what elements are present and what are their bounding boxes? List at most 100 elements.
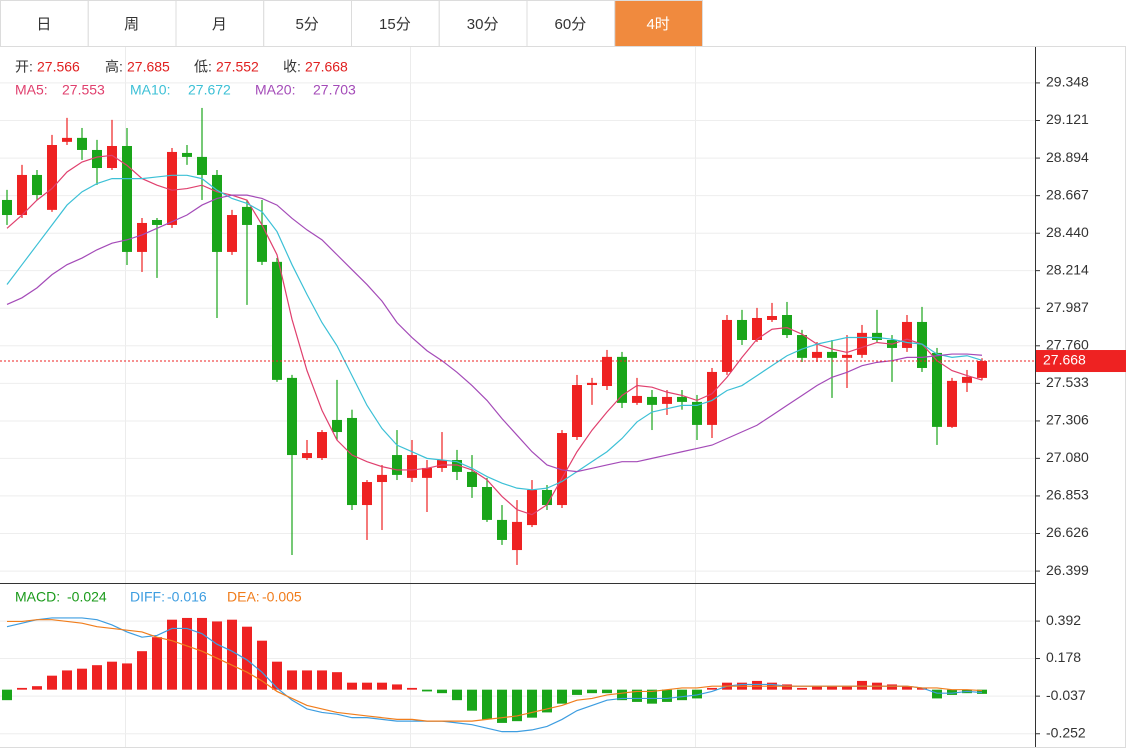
y-tick-label: 28.667 <box>1046 186 1089 202</box>
ma-legend-label: MA10: <box>130 82 170 98</box>
macd-bar <box>92 665 102 690</box>
candle-body <box>512 521 522 551</box>
macd-bar <box>122 663 132 690</box>
y-tick-label: 28.440 <box>1046 224 1089 240</box>
macd-bar <box>77 668 87 690</box>
y-tick-label: 0.178 <box>1046 649 1081 665</box>
candle-body <box>212 174 222 252</box>
tab[interactable] <box>263 0 352 47</box>
y-tick-label: 26.399 <box>1046 562 1089 578</box>
candle-body <box>407 455 417 478</box>
candle-body <box>122 145 132 252</box>
ma-legend-value: 27.553 <box>62 82 105 98</box>
candle-body <box>317 432 327 459</box>
candle-body <box>92 149 102 169</box>
candle-body <box>767 315 777 320</box>
candle-body <box>47 145 57 210</box>
y-tick-label: 0.392 <box>1046 612 1081 628</box>
macd-bar <box>827 686 837 690</box>
macd-bar <box>527 689 537 718</box>
macd-bar <box>932 689 942 699</box>
candle-body <box>947 380 957 427</box>
macd-bar <box>362 682 372 690</box>
tab[interactable] <box>526 0 616 47</box>
macd-bar <box>152 637 162 690</box>
macd-bar <box>587 689 597 694</box>
candle-body <box>872 332 882 340</box>
ohlc-label: 收: <box>283 59 301 75</box>
candle-body <box>542 489 552 506</box>
candle-body <box>377 474 387 483</box>
candle-body <box>557 433 567 506</box>
candle-body <box>737 319 747 340</box>
tab[interactable] <box>614 0 703 47</box>
macd-bar <box>212 621 222 690</box>
tab-label[interactable]: 日 <box>36 16 51 33</box>
macd-bar <box>812 686 822 690</box>
candle-body <box>332 419 342 433</box>
candle-body <box>842 354 852 358</box>
candle-body <box>572 385 582 438</box>
candle-body <box>32 174 42 195</box>
candle-body <box>137 222 147 252</box>
y-tick-label: 28.214 <box>1046 261 1089 277</box>
y-tick-label: 27.306 <box>1046 412 1089 428</box>
candle-body <box>647 396 657 405</box>
ma-line <box>6 174 983 491</box>
ohlc-value: 27.552 <box>216 59 259 75</box>
tab-label[interactable]: 5分 <box>295 16 318 33</box>
tab-label[interactable]: 30分 <box>467 16 499 33</box>
candle-body <box>167 151 177 225</box>
macd-bar <box>857 680 867 690</box>
y-tick-label: -0.252 <box>1046 724 1086 740</box>
tab-label[interactable]: 60分 <box>555 16 587 33</box>
macd-bar <box>557 689 567 704</box>
macd-bar <box>632 689 642 702</box>
macd-bar <box>182 617 192 690</box>
tab-label[interactable]: 周 <box>124 16 139 33</box>
ohlc-label: 低: <box>194 59 212 75</box>
ohlc-value: 27.566 <box>37 59 80 75</box>
candle-body <box>197 156 207 175</box>
candle-body <box>482 486 492 520</box>
last-price-tag <box>1036 350 1126 373</box>
macd-bar <box>287 670 297 690</box>
tab[interactable] <box>351 0 440 47</box>
macd-bar <box>242 626 252 690</box>
candle-body <box>527 489 537 526</box>
tab-label[interactable]: 月 <box>212 16 227 33</box>
ma-legend-label: MA5: <box>15 82 48 98</box>
tab[interactable] <box>0 0 89 47</box>
macd-legend-value: -0.005 <box>262 589 302 605</box>
macd-bar <box>542 689 552 713</box>
tab[interactable] <box>438 0 528 47</box>
tab-label[interactable]: 15分 <box>379 16 411 33</box>
macd-bar <box>272 661 282 690</box>
macd-bar <box>197 617 207 690</box>
candle-body <box>902 321 912 348</box>
ohlc-value: 27.668 <box>305 59 348 75</box>
candle-body <box>2 199 12 216</box>
macd-bar <box>977 689 987 694</box>
y-tick-label: 26.853 <box>1046 487 1089 503</box>
candle-body <box>362 482 372 506</box>
macd-bar <box>377 682 387 690</box>
y-tick-label: 29.348 <box>1046 74 1089 90</box>
ohlc-label: 开: <box>15 59 33 75</box>
macd-legend-label: DIFF: <box>130 589 165 605</box>
macd-bar <box>302 670 312 690</box>
candle-body <box>182 152 192 157</box>
macd-bar <box>467 689 477 711</box>
tab[interactable] <box>87 0 177 47</box>
candle-body <box>272 261 282 380</box>
y-tick-label: 26.626 <box>1046 524 1089 540</box>
candle-body <box>812 351 822 358</box>
ma-legend-label: MA20: <box>255 82 295 98</box>
candle-body <box>962 376 972 383</box>
macd-bar <box>62 670 72 690</box>
candle-body <box>707 371 717 425</box>
candle-body <box>692 401 702 425</box>
macd-legend-label: MACD: <box>15 589 60 605</box>
macd-bar <box>422 689 432 692</box>
tab-label[interactable]: 4时 <box>646 16 669 33</box>
